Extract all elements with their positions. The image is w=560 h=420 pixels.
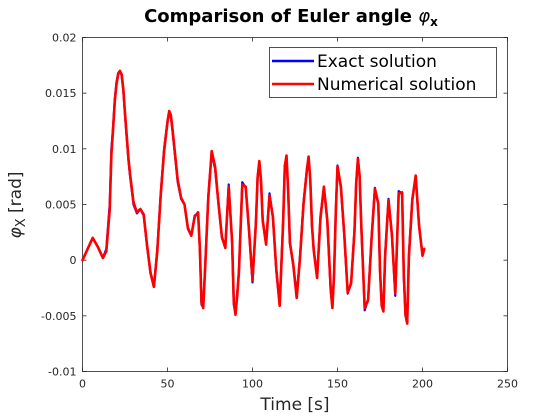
x-tick-label: 50 xyxy=(161,378,175,391)
y-tick-label: 0.01 xyxy=(52,143,77,156)
y-tick-label: -0.005 xyxy=(41,310,76,323)
y-tick-label: 0.015 xyxy=(45,87,77,100)
y-tick-label: -0.01 xyxy=(48,366,76,379)
y-axis-ticks: -0.01 -0.005 0 0.005 0.01 0.015 0.02 xyxy=(41,32,508,379)
x-axis-label: Time [s] xyxy=(259,395,329,415)
series-line-numerical xyxy=(81,69,426,325)
y-axis-label: φX [rad] xyxy=(6,172,29,239)
x-tick-label: 250 xyxy=(497,378,518,391)
y-tick-label: 0.005 xyxy=(45,199,77,212)
legend: Exact solution Numerical solution xyxy=(269,47,497,98)
x-axis-ticks: 0 50 100 150 200 250 xyxy=(79,37,518,391)
legend-box xyxy=(269,47,497,98)
y-tick-label: 0 xyxy=(70,254,77,267)
legend-label-exact: Exact solution xyxy=(317,52,437,72)
x-tick-label: 150 xyxy=(327,378,348,391)
x-tick-label: 200 xyxy=(412,378,433,391)
legend-label-numerical: Numerical solution xyxy=(317,75,476,95)
chart-title: Comparison of Euler angle φx xyxy=(144,6,438,29)
x-tick-label: 100 xyxy=(242,378,263,391)
y-tick-label: 0.02 xyxy=(52,32,77,45)
series-layer xyxy=(81,69,426,325)
x-tick-label: 0 xyxy=(79,378,86,391)
